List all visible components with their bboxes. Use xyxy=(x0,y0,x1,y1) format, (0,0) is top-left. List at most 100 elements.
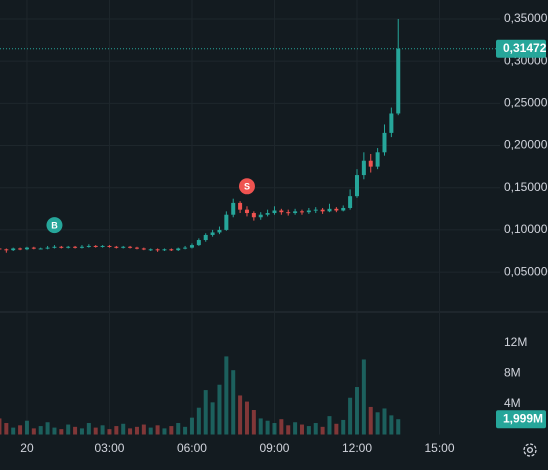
volume-bar xyxy=(299,424,304,435)
candle-body xyxy=(320,209,325,212)
candle-body xyxy=(258,214,263,218)
trade-marker xyxy=(46,217,63,234)
candle-body xyxy=(189,245,194,248)
candle-body xyxy=(251,213,256,218)
y2-tick-label: 12M xyxy=(504,335,527,349)
trade-marker-label: B xyxy=(51,220,58,230)
candle-body xyxy=(114,246,119,248)
candle-body xyxy=(45,247,50,249)
candle-body xyxy=(162,249,167,251)
candle-body xyxy=(4,249,9,251)
x-tick-label: 12:00 xyxy=(342,441,372,455)
candle-body xyxy=(244,209,249,214)
volume-bar xyxy=(134,426,139,435)
volume-bar xyxy=(272,423,277,435)
y-tick-label: 0,15000 xyxy=(504,180,548,194)
volume-bar xyxy=(107,429,112,435)
candle-body xyxy=(196,240,201,246)
candle-body xyxy=(313,209,318,211)
candle-body xyxy=(38,248,43,250)
volume-bar xyxy=(293,422,298,435)
volume-bar xyxy=(224,356,229,435)
volume-bar xyxy=(128,428,133,435)
volume-bar xyxy=(52,427,57,435)
candle-body xyxy=(348,196,353,208)
volume-bar xyxy=(11,427,16,435)
candle-body xyxy=(203,234,208,241)
volume-bar xyxy=(162,428,167,435)
volume-bar xyxy=(79,428,84,435)
volume-bar xyxy=(0,418,2,435)
candle-body xyxy=(79,246,84,248)
candle-body xyxy=(52,246,57,248)
candle-body xyxy=(59,246,64,248)
candle-body xyxy=(128,246,133,248)
candle-body xyxy=(183,247,188,249)
x-tick-label: 20 xyxy=(20,441,34,455)
last-price-badge xyxy=(496,39,546,58)
volume-bar xyxy=(334,423,339,435)
y-tick-label: 0,10000 xyxy=(504,222,548,236)
last-price-label: 0,31472 xyxy=(503,41,547,55)
candle-body xyxy=(176,248,181,251)
candle-body xyxy=(93,245,98,247)
volume-bar xyxy=(238,395,243,435)
volume-bar xyxy=(148,427,153,435)
candle-body xyxy=(361,160,366,176)
volume-bar xyxy=(231,370,236,435)
volume-bar xyxy=(100,425,105,435)
volume-bar xyxy=(155,425,160,435)
y-tick-label: 0,20000 xyxy=(504,138,548,152)
candle-body xyxy=(224,214,229,230)
plot: BS xyxy=(0,18,401,435)
volume-bar xyxy=(244,401,249,435)
y2-tick-label: 8M xyxy=(504,365,521,379)
candle-body xyxy=(375,152,380,167)
candle-body xyxy=(210,232,215,235)
volume-bar xyxy=(348,397,353,435)
y2-tick-label: 4M xyxy=(504,396,521,410)
candle-body xyxy=(86,245,91,247)
candle-body xyxy=(396,48,401,114)
candle-body xyxy=(217,229,222,233)
candle-body xyxy=(66,246,71,248)
volume-bar xyxy=(389,415,394,435)
candle-body xyxy=(272,210,277,214)
volume-bar xyxy=(18,425,23,435)
y-tick-label: 0,050000 xyxy=(504,264,548,278)
candle-body xyxy=(293,211,298,214)
volume-bar xyxy=(24,420,29,435)
volume-bar xyxy=(169,426,174,435)
last-volume-label: 1,999M xyxy=(503,411,543,425)
volume-bar xyxy=(368,406,373,435)
candle-body xyxy=(18,248,23,250)
volume-bar xyxy=(251,410,256,435)
candle-body xyxy=(279,210,284,213)
x-tick-label: 09:00 xyxy=(259,441,289,455)
volume-bar xyxy=(286,425,291,435)
volume-bar xyxy=(66,424,71,435)
candle-body xyxy=(148,249,153,251)
volume-bar xyxy=(114,426,119,435)
candle-body xyxy=(354,175,359,197)
volume-bar xyxy=(59,429,64,435)
volume-bar xyxy=(265,420,270,435)
settings-icon[interactable] xyxy=(523,443,537,457)
candle-body xyxy=(134,247,139,249)
gear-outline xyxy=(523,443,537,457)
volume-bar xyxy=(93,427,98,435)
trade-marker-label: S xyxy=(244,182,250,192)
trade-marker xyxy=(238,178,255,195)
candle-body xyxy=(121,246,126,248)
candle-body xyxy=(24,247,29,250)
volume-bar xyxy=(382,408,387,435)
volume-bar xyxy=(361,359,366,435)
volume-bar xyxy=(313,423,318,435)
candle-body xyxy=(141,248,146,250)
volume-bar xyxy=(4,423,9,435)
volume-bar xyxy=(196,407,201,435)
candle-body xyxy=(299,211,304,213)
candle-body xyxy=(231,202,236,215)
candle-body xyxy=(11,248,16,251)
